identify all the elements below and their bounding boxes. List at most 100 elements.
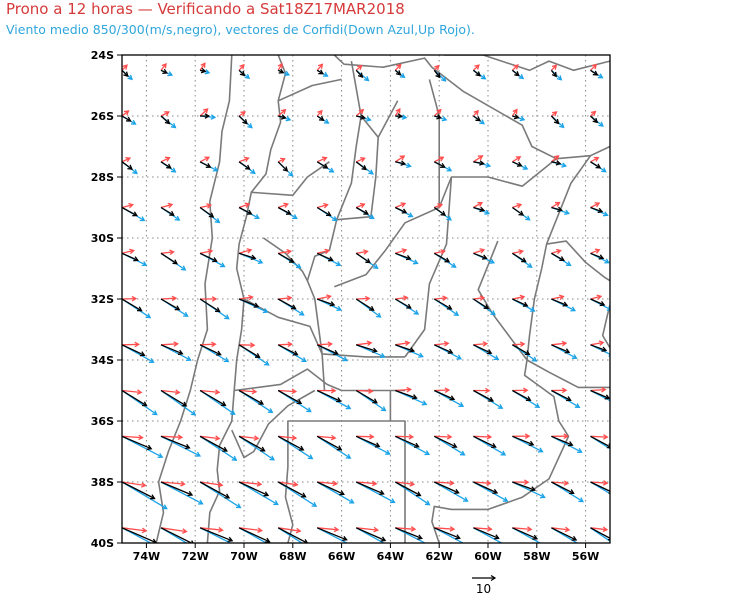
corfidi-up-arrow-shaft xyxy=(317,204,328,209)
corfidi-up-arrow-shaft xyxy=(473,297,484,300)
mean-wind-arrow xyxy=(316,435,343,451)
mean-wind-arrow-head xyxy=(411,394,418,400)
mean-wind-arrow-head xyxy=(475,71,482,77)
reference-vector-label: 10 xyxy=(476,582,491,596)
corfidi-down-arrow-head xyxy=(446,166,453,172)
mean-wind-arrow xyxy=(238,435,266,452)
corfidi-up-arrow xyxy=(122,389,143,395)
mean-wind-arrow xyxy=(473,435,497,449)
border-line xyxy=(477,240,528,361)
corfidi-up-arrow-head xyxy=(409,481,416,487)
mean-wind-arrow-head xyxy=(440,162,446,168)
mean-wind-arrow xyxy=(395,113,403,119)
corfidi-up-arrow-head xyxy=(246,248,253,254)
corfidi-up-arrow-shaft xyxy=(434,527,455,530)
mean-wind-arrow-shaft xyxy=(551,161,561,165)
mean-wind-arrow-shaft xyxy=(473,115,481,122)
corfidi-up-arrow-shaft xyxy=(590,64,597,71)
mean-wind-arrow-head xyxy=(415,491,422,497)
mean-wind-arrow xyxy=(472,69,482,77)
corfidi-up-arrow-head xyxy=(317,109,323,116)
corfidi-up-arrow-shaft xyxy=(511,109,518,117)
corfidi-down-arrow-head xyxy=(164,549,168,553)
mean-wind-arrow-head xyxy=(146,444,153,450)
mean-wind-arrow-head xyxy=(166,163,172,169)
mean-wind-arrow-shaft xyxy=(160,298,180,311)
corfidi-up-arrow xyxy=(200,341,217,348)
mean-wind-arrow-head xyxy=(372,398,378,404)
corfidi-down-arrow xyxy=(160,481,204,505)
corfidi-up-arrow xyxy=(356,249,369,255)
mean-wind-arrow-shaft xyxy=(473,298,489,309)
mean-wind-arrow-shaft xyxy=(316,298,335,306)
corfidi-up-arrow xyxy=(590,480,609,486)
corfidi-down-arrow-shaft xyxy=(199,527,232,543)
corfidi-up-arrow xyxy=(200,481,224,488)
corfidi-up-arrow-head xyxy=(256,481,263,487)
corfidi-up-arrow xyxy=(473,155,484,163)
mean-wind-arrow xyxy=(394,298,412,309)
mean-wind-arrow xyxy=(316,252,334,262)
mean-wind-arrow xyxy=(551,435,574,447)
corfidi-up-arrow-shaft xyxy=(356,250,368,254)
corfidi-up-arrow xyxy=(395,386,413,393)
corfidi-up-arrow-head xyxy=(408,433,415,440)
corfidi-down-arrow-head xyxy=(616,451,621,455)
corfidi-down-arrow-head xyxy=(195,451,202,457)
corfidi-up-arrow-head xyxy=(323,202,329,209)
mean-wind-arrow-shaft xyxy=(473,435,496,448)
mean-wind-arrow-head xyxy=(451,442,458,449)
lat-label: 40S xyxy=(91,537,114,550)
mean-wind-arrow-head xyxy=(369,305,375,311)
corfidi-down-arrow-head xyxy=(254,214,260,220)
mean-wind-arrow xyxy=(433,298,453,310)
corfidi-up-arrow xyxy=(433,108,442,117)
corfidi-down-arrow-head xyxy=(421,400,428,406)
corfidi-down-arrow-head xyxy=(295,263,302,269)
corfidi-up-arrow xyxy=(395,526,417,532)
mean-wind-arrow-shaft xyxy=(394,481,421,497)
corfidi-down-arrow-head xyxy=(368,169,374,175)
corfidi-down-arrow-head xyxy=(385,449,391,455)
corfidi-up-arrow xyxy=(122,434,144,441)
corfidi-down-arrow-head xyxy=(262,308,269,314)
mean-wind-arrow xyxy=(434,389,456,401)
mean-wind-arrow xyxy=(200,113,211,119)
mean-wind-arrow-shaft xyxy=(590,389,610,399)
corfidi-down-arrow-shaft xyxy=(122,527,153,543)
corfidi-up-arrow-head xyxy=(295,527,302,534)
corfidi-up-arrow-shaft xyxy=(278,481,298,486)
corfidi-up-arrow-head xyxy=(518,249,525,255)
lon-label: 62W xyxy=(425,550,452,563)
corfidi-down-arrow-head xyxy=(365,116,372,122)
corfidi-up-arrow-shaft xyxy=(356,481,377,485)
corfidi-up-arrow-head xyxy=(136,389,143,395)
corfidi-up-arrow xyxy=(356,433,375,440)
corfidi-down-arrow-head xyxy=(235,503,242,509)
mean-wind-arrow-head xyxy=(449,395,456,401)
corfidi-down-arrow-head xyxy=(267,408,274,414)
mean-wind-arrow-shaft xyxy=(238,344,260,358)
corfidi-up-arrow-shaft xyxy=(122,204,133,209)
mean-wind-arrow-shaft xyxy=(512,527,538,540)
mean-wind-arrow-head xyxy=(318,69,324,75)
mean-wind-arrow-shaft xyxy=(590,435,610,448)
mean-wind-arrow-head xyxy=(127,164,133,170)
mean-wind-arrow xyxy=(434,435,458,449)
mean-wind-arrow-head xyxy=(239,70,246,77)
corfidi-down-arrow-head xyxy=(224,314,230,320)
mean-wind-arrow xyxy=(238,115,248,125)
corfidi-down-arrow-head xyxy=(214,217,221,224)
corfidi-up-arrow xyxy=(278,295,293,301)
corfidi-up-arrow-head xyxy=(214,435,221,441)
corfidi-up-arrow xyxy=(160,202,174,209)
mean-wind-arrow-head xyxy=(280,114,287,120)
corfidi-up-arrow-head xyxy=(373,526,380,533)
corfidi-up-arrow-shaft xyxy=(355,109,364,117)
corfidi-down-arrow-head xyxy=(497,403,504,409)
corfidi-up-arrow xyxy=(199,248,214,255)
mean-wind-arrow-head xyxy=(174,305,181,311)
mean-wind-arrow-shaft xyxy=(355,481,384,495)
corfidi-up-arrow xyxy=(473,526,493,532)
